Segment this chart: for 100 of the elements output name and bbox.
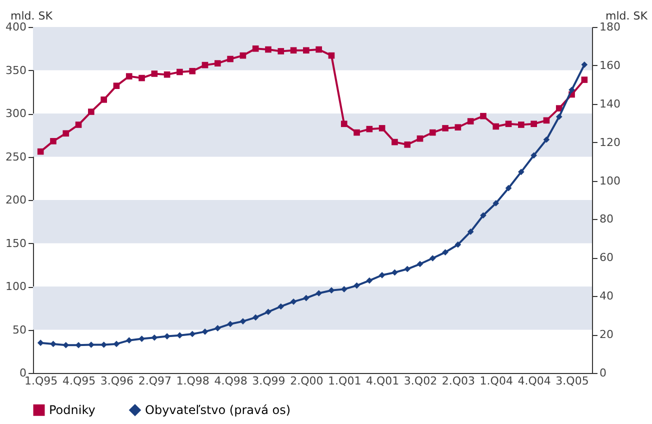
point	[214, 325, 221, 332]
y-tick-label: 100	[6, 280, 26, 293]
point	[454, 124, 462, 131]
y2-tick-label: 40	[600, 290, 614, 303]
point	[214, 60, 221, 66]
point	[62, 130, 70, 137]
point	[303, 47, 310, 54]
point	[290, 298, 297, 305]
point	[202, 328, 208, 335]
y2-tick-label: 100	[600, 174, 620, 188]
point	[581, 76, 588, 83]
x-tick-label: 4.Q98	[214, 374, 248, 388]
point	[442, 125, 448, 132]
x-tick-label: 2.Q97	[138, 374, 172, 388]
point	[492, 200, 500, 206]
point	[290, 47, 297, 54]
point	[138, 74, 145, 82]
legend-label: Podniky	[49, 403, 96, 418]
x-tick-label: 1.Q01	[328, 374, 362, 388]
y2-axis-title: mld. SK	[606, 10, 648, 22]
point	[568, 86, 575, 94]
point	[518, 122, 524, 128]
y-tick-label: 300	[6, 107, 26, 120]
point	[392, 138, 398, 146]
x-tick-label: 3.Q99	[252, 374, 286, 388]
point	[37, 148, 44, 155]
point	[354, 129, 360, 136]
point	[189, 330, 196, 338]
point	[404, 141, 411, 148]
x-tick-label: 4.Q95	[62, 374, 96, 388]
point	[227, 320, 234, 328]
point	[429, 255, 436, 262]
point	[138, 336, 145, 342]
y-tick-label: 250	[6, 150, 26, 164]
point	[62, 342, 70, 348]
y2-tick-label: 0	[600, 366, 606, 380]
point	[278, 48, 284, 54]
point	[392, 269, 398, 276]
point	[340, 120, 348, 128]
point	[378, 125, 386, 132]
x-tick-label: 3.Q05	[556, 374, 589, 388]
point	[518, 168, 524, 176]
y2-tick-label: 20	[600, 328, 614, 342]
point	[164, 333, 170, 340]
point	[467, 228, 474, 235]
legend-label: Obyvateľstvo (pravá os)	[145, 403, 291, 418]
y-tick-label: 400	[6, 20, 26, 34]
point	[240, 318, 246, 324]
y-tick-label: 50	[12, 323, 26, 336]
y2-tick-label: 180	[600, 20, 620, 34]
y-tick-label: 150	[6, 236, 26, 250]
x-tick-label: 3.Q96	[100, 374, 134, 388]
point	[543, 136, 550, 143]
point	[328, 52, 335, 59]
y2-tick-label: 80	[600, 212, 614, 226]
x-tick-label: 4.Q01	[366, 374, 400, 388]
point	[278, 303, 284, 310]
point	[340, 286, 348, 292]
point	[328, 287, 335, 294]
x-tick-label: 3.Q02	[404, 374, 438, 388]
point	[416, 260, 424, 268]
point	[113, 340, 120, 348]
point	[252, 45, 259, 52]
y-tick-label: 200	[6, 194, 26, 206]
point	[366, 277, 373, 284]
point	[543, 117, 550, 124]
point	[581, 62, 588, 68]
point	[404, 266, 411, 272]
point	[378, 272, 386, 278]
y2-tick-label: 140	[600, 97, 620, 110]
point	[202, 62, 208, 68]
point	[75, 122, 82, 128]
point	[530, 152, 537, 159]
point	[100, 96, 107, 103]
point	[265, 308, 272, 316]
point	[505, 120, 512, 128]
y2-tick-label: 60	[600, 251, 614, 264]
x-tick-label: 4.Q04	[518, 374, 551, 388]
y-tick-label: 0	[20, 366, 26, 380]
point	[480, 112, 486, 120]
point	[151, 70, 158, 77]
y-axis-title: mld. SK	[10, 10, 54, 22]
point	[316, 290, 322, 296]
point	[227, 56, 234, 62]
y2-tick-label: 160	[600, 58, 620, 72]
point	[164, 71, 170, 78]
point	[176, 68, 183, 76]
point	[151, 334, 158, 341]
point	[252, 314, 259, 321]
point	[429, 129, 436, 136]
point	[467, 118, 474, 124]
point	[442, 249, 448, 256]
x-tick-label: 1.Q95	[24, 374, 58, 388]
x-tick-label: 2.Q00	[290, 374, 324, 388]
point	[88, 108, 94, 115]
point	[113, 82, 120, 89]
point	[75, 342, 82, 348]
x-tick-label: 2.Q03	[442, 374, 476, 388]
point	[505, 184, 512, 192]
point	[303, 294, 310, 302]
